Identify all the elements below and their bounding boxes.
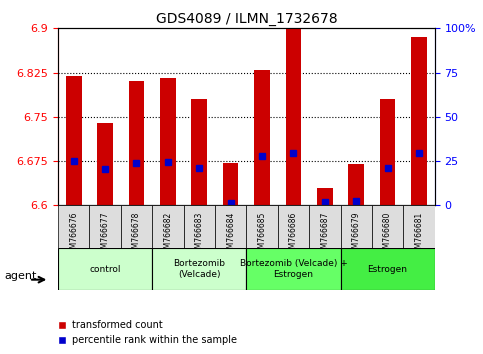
Bar — [160, 79, 176, 205]
Title: GDS4089 / ILMN_1732678: GDS4089 / ILMN_1732678 — [156, 12, 337, 26]
Bar — [317, 188, 333, 205]
Text: GSM766677: GSM766677 — [100, 212, 110, 258]
FancyBboxPatch shape — [89, 205, 121, 248]
Text: Bortezomib (Velcade) +
Estrogen: Bortezomib (Velcade) + Estrogen — [240, 259, 347, 279]
FancyBboxPatch shape — [152, 205, 184, 248]
Bar — [411, 37, 427, 205]
Bar — [66, 75, 82, 205]
Text: GSM766683: GSM766683 — [195, 212, 204, 258]
FancyBboxPatch shape — [372, 205, 403, 248]
Text: GSM766679: GSM766679 — [352, 212, 361, 258]
FancyBboxPatch shape — [403, 205, 435, 248]
FancyBboxPatch shape — [58, 248, 152, 290]
Text: GSM766680: GSM766680 — [383, 212, 392, 258]
FancyBboxPatch shape — [184, 205, 215, 248]
FancyBboxPatch shape — [246, 205, 278, 248]
FancyBboxPatch shape — [278, 205, 309, 248]
FancyBboxPatch shape — [121, 205, 152, 248]
FancyBboxPatch shape — [58, 205, 89, 248]
FancyBboxPatch shape — [152, 248, 246, 290]
FancyBboxPatch shape — [309, 205, 341, 248]
Bar — [348, 164, 364, 205]
Text: GSM766685: GSM766685 — [257, 212, 267, 258]
Bar — [97, 123, 113, 205]
Text: GSM766678: GSM766678 — [132, 212, 141, 258]
Legend: transformed count, percentile rank within the sample: transformed count, percentile rank withi… — [53, 316, 241, 349]
FancyBboxPatch shape — [341, 205, 372, 248]
Bar — [254, 70, 270, 205]
FancyBboxPatch shape — [215, 205, 246, 248]
FancyBboxPatch shape — [246, 248, 341, 290]
FancyBboxPatch shape — [341, 248, 435, 290]
Bar — [285, 28, 301, 205]
Bar — [223, 163, 239, 205]
Text: GSM766687: GSM766687 — [320, 212, 329, 258]
Bar — [380, 99, 396, 205]
Text: GSM766686: GSM766686 — [289, 212, 298, 258]
Text: agent: agent — [5, 271, 37, 281]
Bar — [191, 99, 207, 205]
Text: GSM766681: GSM766681 — [414, 212, 424, 258]
Text: control: control — [89, 264, 121, 274]
Text: GSM766684: GSM766684 — [226, 212, 235, 258]
Text: Estrogen: Estrogen — [368, 264, 408, 274]
Text: GSM766676: GSM766676 — [69, 212, 78, 258]
Bar — [128, 81, 144, 205]
Text: GSM766682: GSM766682 — [163, 212, 172, 258]
Text: Bortezomib
(Velcade): Bortezomib (Velcade) — [173, 259, 225, 279]
